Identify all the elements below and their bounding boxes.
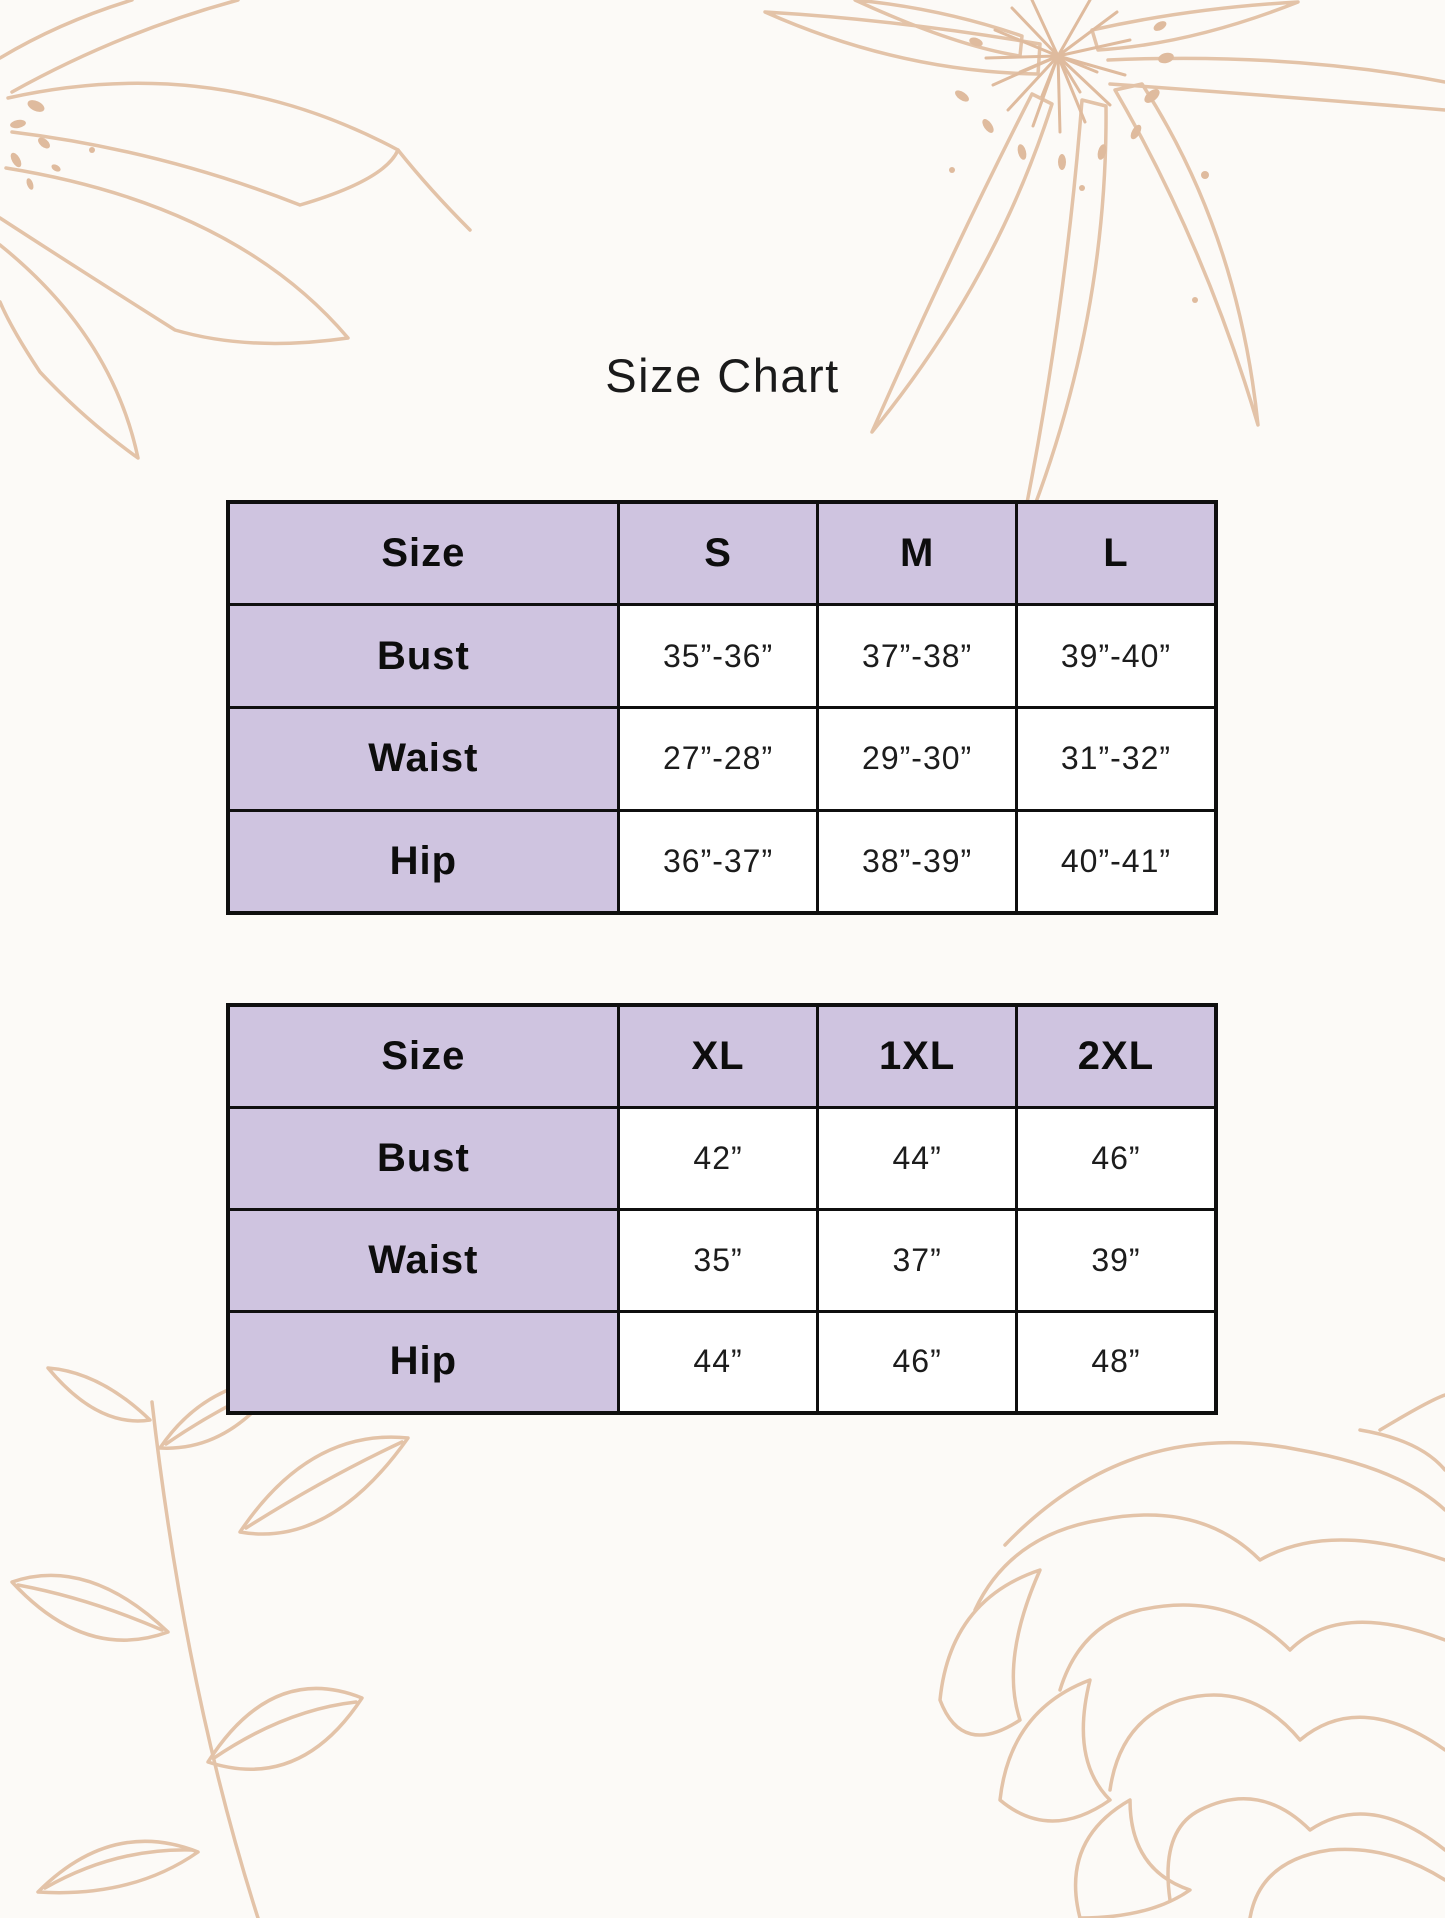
measurement-cell: 42” (616, 1105, 820, 1211)
table-row: Hip 44” 46” 48” (226, 1309, 1218, 1415)
measurement-cell: 36”-37” (616, 808, 820, 915)
column-header-cell: 2XL (1014, 1003, 1218, 1109)
row-label-cell: Bust (226, 1105, 620, 1211)
table-header-row: Size S M L (226, 500, 1218, 607)
measurement-cell: 46” (1014, 1105, 1218, 1211)
measurement-cell: 40”-41” (1014, 808, 1218, 915)
peony-flower-bottom-right-decoration (938, 1393, 1445, 1918)
page-title: Size Chart (605, 349, 840, 402)
measurement-cell: 38”-39” (816, 808, 1018, 915)
measurement-cell: 39”-40” (1014, 603, 1218, 709)
column-header-cell: 1XL (816, 1003, 1018, 1109)
measurement-cell: 35”-36” (616, 603, 820, 709)
column-header-cell: S (616, 500, 820, 607)
table-row: Waist 35” 37” 39” (226, 1207, 1218, 1313)
measurement-cell: 27”-28” (616, 706, 820, 812)
table-row: Hip 36”-37” 38”-39” 40”-41” (226, 808, 1218, 915)
row-label-cell: Waist (226, 1207, 620, 1313)
column-header-cell: Size (226, 1003, 620, 1109)
clematis-flower-top-right-decoration (763, 0, 1445, 550)
measurement-cell: 37”-38” (816, 603, 1018, 709)
measurement-cell: 39” (1014, 1207, 1218, 1313)
measurement-cell: 44” (816, 1105, 1018, 1211)
leaf-branch-bottom-left-decoration (10, 1366, 410, 1918)
measurement-cell: 35” (616, 1207, 820, 1313)
size-table-extended: Size XL 1XL 2XL Bust 42” 44” 46” Waist 3… (226, 1003, 1218, 1415)
measurement-cell: 48” (1014, 1309, 1218, 1415)
measurement-cell: 37” (816, 1207, 1018, 1313)
table-row: Bust 35”-36” 37”-38” 39”-40” (226, 603, 1218, 709)
column-header-cell: M (816, 500, 1018, 607)
measurement-cell: 44” (616, 1309, 820, 1415)
row-label-cell: Bust (226, 603, 620, 709)
row-label-cell: Hip (226, 1309, 620, 1415)
table-row: Bust 42” 44” 46” (226, 1105, 1218, 1211)
column-header-cell: XL (616, 1003, 820, 1109)
row-label-cell: Hip (226, 808, 620, 915)
table-header-row: Size XL 1XL 2XL (226, 1003, 1218, 1109)
column-header-cell: Size (226, 500, 620, 607)
measurement-cell: 31”-32” (1014, 706, 1218, 812)
size-table-regular: Size S M L Bust 35”-36” 37”-38” 39”-40” … (226, 500, 1218, 915)
measurement-cell: 46” (816, 1309, 1018, 1415)
flower-top-left-decoration (0, 0, 472, 460)
measurement-cell: 29”-30” (816, 706, 1018, 812)
row-label-cell: Waist (226, 706, 620, 812)
table-row: Waist 27”-28” 29”-30” 31”-32” (226, 706, 1218, 812)
column-header-cell: L (1014, 500, 1218, 607)
